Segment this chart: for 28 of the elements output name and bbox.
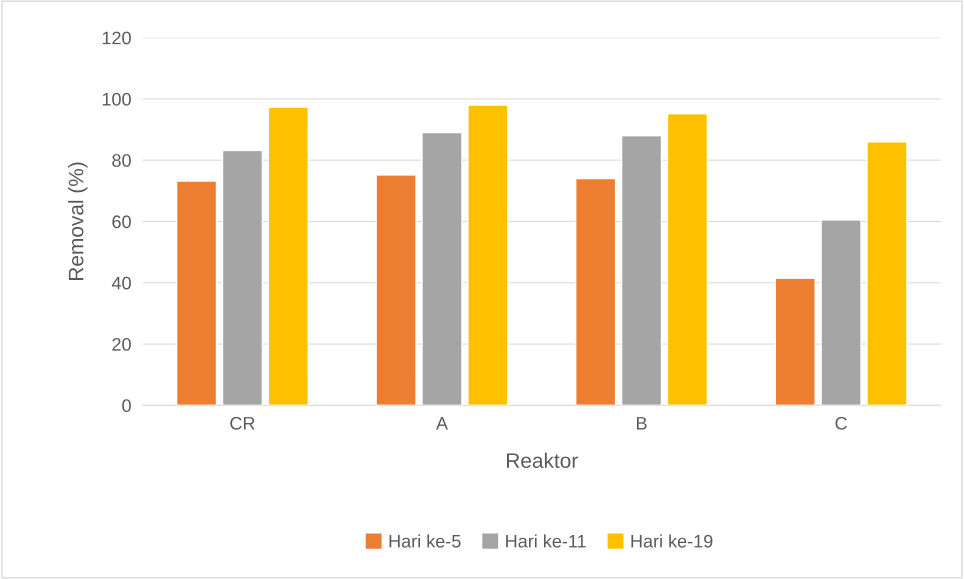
y-tick-label: 80	[112, 154, 131, 167]
bar	[467, 104, 509, 406]
bar	[421, 132, 463, 406]
bar	[774, 277, 816, 406]
bar	[666, 112, 708, 406]
bar	[574, 178, 616, 406]
bar	[222, 150, 264, 406]
bar	[268, 106, 309, 406]
y-tick-label: 100	[102, 92, 131, 106]
legend-label: Hari ke-5	[390, 534, 461, 548]
bar	[176, 180, 218, 406]
bar	[866, 141, 908, 406]
y-tick-label: 20	[112, 338, 131, 351]
x-axis-title: Reaktor	[507, 452, 578, 468]
y-tick-label: 120	[102, 32, 131, 44]
y-tick-label: 60	[112, 215, 131, 228]
y-axis-title: Removal (%)	[68, 162, 88, 280]
bar	[820, 219, 862, 406]
y-tick-label: 40	[112, 276, 131, 290]
bar	[375, 174, 417, 406]
legend-label: Hari ke-11	[506, 534, 586, 548]
x-tick-label: A	[436, 417, 448, 430]
x-tick-label: B	[637, 417, 647, 430]
legend-label: Hari ke-19	[631, 534, 712, 548]
x-tick-label: CR	[230, 416, 255, 430]
x-tick-label: C	[835, 416, 847, 430]
y-tick-label: 0	[122, 399, 131, 412]
bar	[620, 134, 662, 406]
